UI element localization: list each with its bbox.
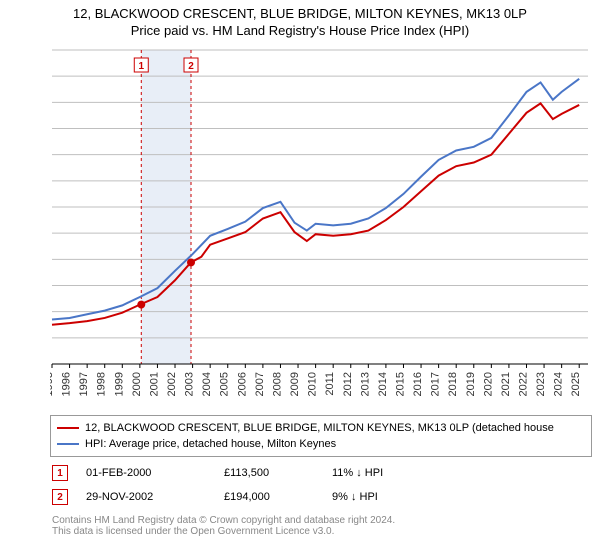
- svg-text:2024: 2024: [553, 372, 565, 396]
- svg-text:1999: 1999: [113, 372, 125, 396]
- svg-text:2016: 2016: [412, 372, 424, 396]
- svg-text:2018: 2018: [447, 372, 459, 396]
- svg-text:2013: 2013: [359, 372, 371, 396]
- svg-text:2007: 2007: [254, 372, 266, 396]
- svg-text:1998: 1998: [96, 372, 108, 396]
- svg-text:2015: 2015: [394, 372, 406, 396]
- line-chart: £0£50K£100K£150K£200K£250K£300K£350K£400…: [50, 48, 590, 408]
- svg-text:2022: 2022: [517, 372, 529, 396]
- svg-text:2011: 2011: [324, 372, 336, 396]
- svg-text:2020: 2020: [482, 372, 494, 396]
- legend-row-property: 12, BLACKWOOD CRESCENT, BLUE BRIDGE, MIL…: [57, 420, 585, 436]
- credit-line-1: Contains HM Land Registry data © Crown c…: [50, 515, 590, 526]
- title-address: 12, BLACKWOOD CRESCENT, BLUE BRIDGE, MIL…: [0, 6, 600, 21]
- legend-box: 12, BLACKWOOD CRESCENT, BLUE BRIDGE, MIL…: [50, 415, 592, 457]
- svg-text:2025: 2025: [570, 372, 582, 396]
- svg-text:2000: 2000: [131, 372, 143, 396]
- svg-text:2023: 2023: [535, 372, 547, 396]
- legend-row-hpi: HPI: Average price, detached house, Milt…: [57, 436, 585, 452]
- title-subtitle: Price paid vs. HM Land Registry's House …: [0, 23, 600, 38]
- sale-marker-2: 2: [52, 489, 68, 505]
- svg-text:2008: 2008: [271, 372, 283, 396]
- sale-price-1: £113,500: [224, 467, 314, 479]
- svg-text:2017: 2017: [430, 372, 442, 396]
- svg-text:2004: 2004: [201, 372, 213, 396]
- svg-text:1997: 1997: [78, 372, 90, 396]
- footer-block: 12, BLACKWOOD CRESCENT, BLUE BRIDGE, MIL…: [50, 415, 590, 537]
- legend-swatch-property: [57, 427, 79, 429]
- svg-text:2003: 2003: [184, 372, 196, 396]
- sale-pct-1: 11% ↓ HPI: [332, 467, 442, 479]
- svg-text:2012: 2012: [342, 372, 354, 396]
- chart-area: £0£50K£100K£150K£200K£250K£300K£350K£400…: [50, 48, 590, 408]
- legend-label-hpi: HPI: Average price, detached house, Milt…: [85, 438, 336, 450]
- svg-text:2009: 2009: [289, 372, 301, 396]
- svg-text:1996: 1996: [61, 372, 73, 396]
- sale-date-1: 01-FEB-2000: [86, 467, 206, 479]
- svg-text:1: 1: [138, 61, 144, 72]
- svg-text:2006: 2006: [236, 372, 248, 396]
- svg-text:2014: 2014: [377, 372, 389, 396]
- svg-text:2005: 2005: [219, 372, 231, 396]
- legend-swatch-hpi: [57, 443, 79, 445]
- legend-label-property: 12, BLACKWOOD CRESCENT, BLUE BRIDGE, MIL…: [85, 422, 554, 434]
- sale-price-2: £194,000: [224, 491, 314, 503]
- svg-text:2: 2: [188, 61, 194, 72]
- svg-text:1995: 1995: [50, 372, 55, 396]
- sale-pct-2: 9% ↓ HPI: [332, 491, 442, 503]
- svg-text:2002: 2002: [166, 372, 178, 396]
- credit-line-2: This data is licensed under the Open Gov…: [50, 526, 590, 537]
- svg-text:2001: 2001: [148, 372, 160, 396]
- sale-row-1: 1 01-FEB-2000 £113,500 11% ↓ HPI: [50, 465, 590, 481]
- title-block: 12, BLACKWOOD CRESCENT, BLUE BRIDGE, MIL…: [0, 0, 600, 38]
- svg-text:2010: 2010: [307, 372, 319, 396]
- sale-row-2: 2 29-NOV-2002 £194,000 9% ↓ HPI: [50, 489, 590, 505]
- sale-date-2: 29-NOV-2002: [86, 491, 206, 503]
- svg-text:2019: 2019: [465, 372, 477, 396]
- chart-container: 12, BLACKWOOD CRESCENT, BLUE BRIDGE, MIL…: [0, 0, 600, 560]
- sale-marker-1: 1: [52, 465, 68, 481]
- svg-text:2021: 2021: [500, 372, 512, 396]
